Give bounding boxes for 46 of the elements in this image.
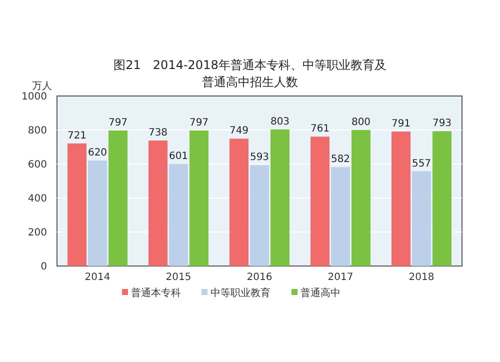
bar xyxy=(88,160,107,266)
data-label: 749 xyxy=(229,126,249,137)
y-axis-title: 万人 xyxy=(32,81,52,92)
data-label: 721 xyxy=(67,130,87,142)
bar xyxy=(270,129,290,266)
bar xyxy=(432,131,452,266)
legend-label: 普通高中 xyxy=(300,287,340,299)
y-tick-label: 1000 xyxy=(22,92,47,102)
y-tick-label: 400 xyxy=(28,194,47,204)
legend-label: 中等职业教育 xyxy=(210,287,270,299)
bar xyxy=(169,164,188,266)
data-label: 593 xyxy=(250,152,270,164)
bar xyxy=(412,171,431,266)
bar xyxy=(352,130,370,266)
data-label: 793 xyxy=(432,118,452,130)
data-label: 620 xyxy=(88,148,108,159)
x-tick-label: 2018 xyxy=(408,272,434,283)
bar xyxy=(148,140,168,266)
y-tick-label: 600 xyxy=(28,160,47,170)
y-tick-label: 200 xyxy=(28,228,47,238)
bar xyxy=(331,167,350,266)
data-label: 803 xyxy=(270,116,290,128)
data-label: 738 xyxy=(148,128,168,139)
bar xyxy=(250,165,269,266)
x-tick-label: 2014 xyxy=(84,272,110,283)
legend-label: 普通本专科 xyxy=(131,287,181,299)
x-tick-label: 2017 xyxy=(328,272,354,283)
bar xyxy=(108,130,128,266)
data-label: 797 xyxy=(108,118,128,129)
data-label: 582 xyxy=(330,154,350,166)
y-tick-label: 800 xyxy=(28,126,47,136)
bar xyxy=(230,138,248,266)
x-tick-label: 2015 xyxy=(166,272,192,283)
data-label: 797 xyxy=(189,118,209,129)
bar xyxy=(68,143,86,266)
data-label: 557 xyxy=(412,158,432,170)
data-label: 601 xyxy=(168,150,188,162)
chart-title: 图21 2014-2018年普通本专科、中等职业教育及普通高中招生人数 xyxy=(114,58,386,89)
data-label: 791 xyxy=(391,118,411,130)
x-tick-label: 2016 xyxy=(246,272,272,283)
data-label: 800 xyxy=(351,117,371,128)
y-tick-label: 0 xyxy=(40,262,47,272)
bar xyxy=(392,132,410,266)
data-label: 761 xyxy=(310,124,330,135)
bar xyxy=(190,130,208,266)
bar xyxy=(310,136,330,266)
